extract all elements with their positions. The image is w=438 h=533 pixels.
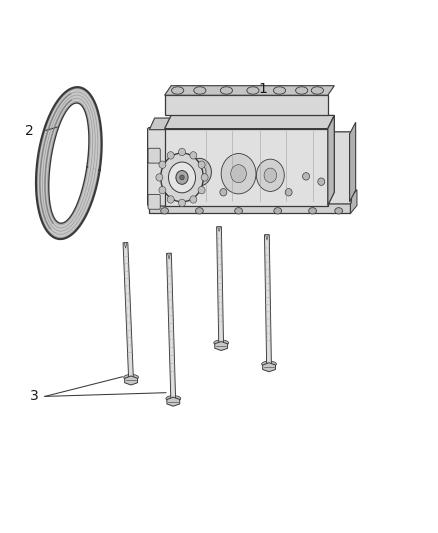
Polygon shape	[49, 103, 89, 223]
Ellipse shape	[166, 395, 181, 401]
Ellipse shape	[159, 187, 166, 194]
Ellipse shape	[179, 148, 185, 156]
Ellipse shape	[303, 173, 310, 180]
Ellipse shape	[235, 208, 243, 214]
Ellipse shape	[247, 87, 259, 94]
Polygon shape	[125, 376, 138, 385]
Ellipse shape	[220, 189, 227, 196]
Polygon shape	[350, 122, 356, 202]
Ellipse shape	[273, 87, 286, 94]
Polygon shape	[328, 115, 334, 206]
FancyBboxPatch shape	[165, 128, 328, 206]
Ellipse shape	[274, 208, 282, 214]
Ellipse shape	[172, 87, 184, 94]
Polygon shape	[36, 87, 102, 239]
Text: 2: 2	[25, 124, 34, 138]
Ellipse shape	[335, 208, 343, 214]
Ellipse shape	[176, 171, 188, 184]
Polygon shape	[265, 235, 272, 367]
Ellipse shape	[190, 152, 197, 159]
Ellipse shape	[318, 178, 325, 185]
Ellipse shape	[264, 168, 277, 182]
Ellipse shape	[261, 361, 276, 367]
Ellipse shape	[187, 158, 212, 186]
Ellipse shape	[193, 165, 206, 180]
Polygon shape	[149, 118, 176, 130]
Ellipse shape	[167, 152, 174, 159]
Polygon shape	[167, 397, 180, 406]
Ellipse shape	[198, 187, 205, 194]
Polygon shape	[165, 115, 334, 128]
FancyBboxPatch shape	[148, 127, 172, 206]
Ellipse shape	[214, 340, 229, 346]
Polygon shape	[263, 363, 276, 372]
FancyBboxPatch shape	[325, 132, 351, 204]
Ellipse shape	[124, 374, 138, 380]
Ellipse shape	[221, 154, 256, 194]
FancyBboxPatch shape	[165, 95, 328, 115]
Polygon shape	[217, 227, 223, 346]
Polygon shape	[124, 243, 127, 248]
Ellipse shape	[180, 175, 184, 180]
Ellipse shape	[179, 199, 185, 207]
Text: 3: 3	[30, 390, 39, 403]
Polygon shape	[167, 253, 170, 259]
Polygon shape	[123, 243, 134, 381]
FancyBboxPatch shape	[149, 198, 350, 214]
Polygon shape	[350, 190, 357, 214]
Polygon shape	[215, 342, 228, 351]
Ellipse shape	[159, 161, 166, 168]
Ellipse shape	[309, 208, 317, 214]
Ellipse shape	[167, 196, 174, 203]
Ellipse shape	[161, 208, 169, 214]
FancyBboxPatch shape	[148, 195, 160, 209]
Ellipse shape	[156, 174, 163, 181]
Ellipse shape	[169, 162, 195, 193]
Ellipse shape	[161, 153, 203, 202]
Ellipse shape	[296, 87, 308, 94]
Text: 1: 1	[258, 82, 267, 96]
Polygon shape	[218, 227, 220, 231]
Ellipse shape	[190, 196, 197, 203]
Ellipse shape	[201, 174, 208, 181]
Ellipse shape	[231, 165, 247, 183]
Polygon shape	[165, 86, 334, 95]
Ellipse shape	[198, 161, 205, 168]
Polygon shape	[166, 253, 176, 402]
Ellipse shape	[311, 87, 323, 94]
FancyBboxPatch shape	[148, 148, 160, 163]
Ellipse shape	[195, 208, 203, 214]
Polygon shape	[265, 235, 268, 240]
Ellipse shape	[285, 189, 292, 196]
Ellipse shape	[220, 87, 233, 94]
Ellipse shape	[256, 159, 284, 191]
Ellipse shape	[194, 87, 206, 94]
